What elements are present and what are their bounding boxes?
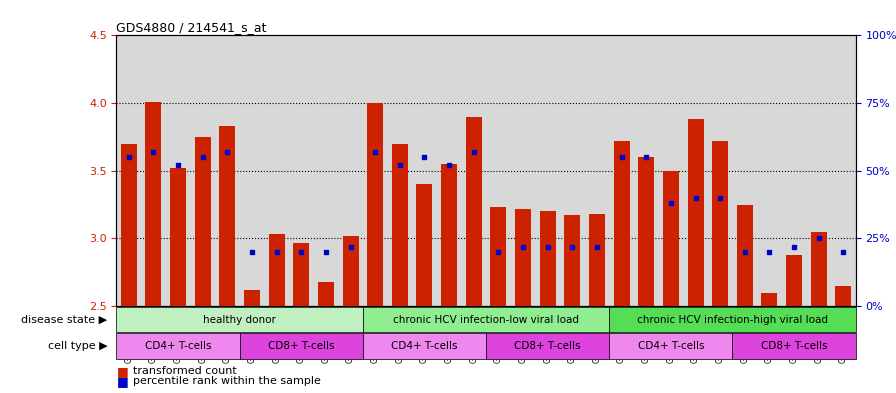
Bar xyxy=(609,307,856,332)
Bar xyxy=(490,208,506,306)
Bar xyxy=(240,333,363,359)
Bar xyxy=(194,137,211,306)
Bar xyxy=(121,144,137,306)
Bar xyxy=(687,119,703,306)
Bar xyxy=(515,209,531,306)
Bar xyxy=(363,333,486,359)
Bar xyxy=(318,282,334,306)
Text: chronic HCV infection-high viral load: chronic HCV infection-high viral load xyxy=(637,314,828,325)
Text: CD8+ T-cells: CD8+ T-cells xyxy=(268,341,334,351)
Bar xyxy=(392,144,408,306)
Text: transformed count: transformed count xyxy=(133,366,237,376)
Bar xyxy=(116,333,240,359)
Bar xyxy=(116,307,363,332)
Bar xyxy=(486,333,609,359)
Text: CD8+ T-cells: CD8+ T-cells xyxy=(761,341,827,351)
Bar xyxy=(733,333,856,359)
Bar xyxy=(367,103,383,306)
Bar xyxy=(417,184,433,306)
Bar xyxy=(441,164,457,306)
Bar xyxy=(762,293,778,306)
Bar xyxy=(614,141,630,306)
Bar xyxy=(737,205,753,306)
Bar xyxy=(589,214,605,306)
Bar xyxy=(293,242,309,306)
Bar xyxy=(363,307,609,332)
Bar xyxy=(244,290,260,306)
Text: chronic HCV infection-low viral load: chronic HCV infection-low viral load xyxy=(393,314,579,325)
Bar xyxy=(663,171,679,306)
Bar xyxy=(220,126,236,306)
Bar xyxy=(466,117,482,306)
Text: CD8+ T-cells: CD8+ T-cells xyxy=(514,341,581,351)
Text: percentile rank within the sample: percentile rank within the sample xyxy=(133,376,321,386)
Text: disease state ▶: disease state ▶ xyxy=(22,314,108,325)
Bar xyxy=(564,215,581,306)
Text: ■: ■ xyxy=(116,375,128,388)
Text: healthy donor: healthy donor xyxy=(203,314,276,325)
Bar xyxy=(638,157,654,306)
Bar xyxy=(145,102,161,306)
Text: ■: ■ xyxy=(116,365,128,378)
Bar xyxy=(609,333,733,359)
Bar xyxy=(786,255,802,306)
Bar xyxy=(712,141,728,306)
Text: cell type ▶: cell type ▶ xyxy=(47,341,108,351)
Bar xyxy=(269,234,285,306)
Bar xyxy=(170,168,186,306)
Bar xyxy=(539,211,556,306)
Text: CD4+ T-cells: CD4+ T-cells xyxy=(638,341,704,351)
Text: GDS4880 / 214541_s_at: GDS4880 / 214541_s_at xyxy=(116,21,267,34)
Text: CD4+ T-cells: CD4+ T-cells xyxy=(145,341,211,351)
Bar xyxy=(342,236,358,306)
Bar xyxy=(811,232,827,306)
Bar xyxy=(835,286,851,306)
Text: CD4+ T-cells: CD4+ T-cells xyxy=(392,341,458,351)
